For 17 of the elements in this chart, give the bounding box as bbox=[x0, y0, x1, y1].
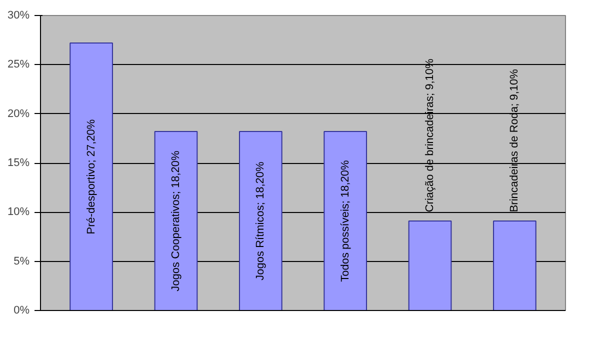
y-tick-label: 5% bbox=[14, 255, 30, 268]
data-label: Pré-desportivo; 27,20% bbox=[85, 119, 98, 234]
bar bbox=[238, 131, 282, 310]
y-tick-label: 25% bbox=[7, 58, 30, 71]
y-tick-label: 15% bbox=[7, 157, 30, 169]
y-tick-label: 0% bbox=[14, 304, 30, 316]
bar bbox=[493, 220, 536, 310]
data-label: Todos possíveis; 18,20% bbox=[339, 160, 352, 282]
data-label: Jogos Cooperativos; 18,20% bbox=[170, 150, 182, 292]
bar bbox=[70, 42, 113, 310]
bar bbox=[324, 131, 368, 310]
data-label: Jogos Rítmicos; 18,20% bbox=[254, 161, 267, 280]
y-tick-label: 10% bbox=[7, 206, 30, 218]
y-tick-label: 30% bbox=[7, 10, 30, 22]
bar bbox=[408, 220, 452, 310]
y-tick-label: 20% bbox=[7, 108, 30, 120]
bar bbox=[154, 131, 198, 310]
